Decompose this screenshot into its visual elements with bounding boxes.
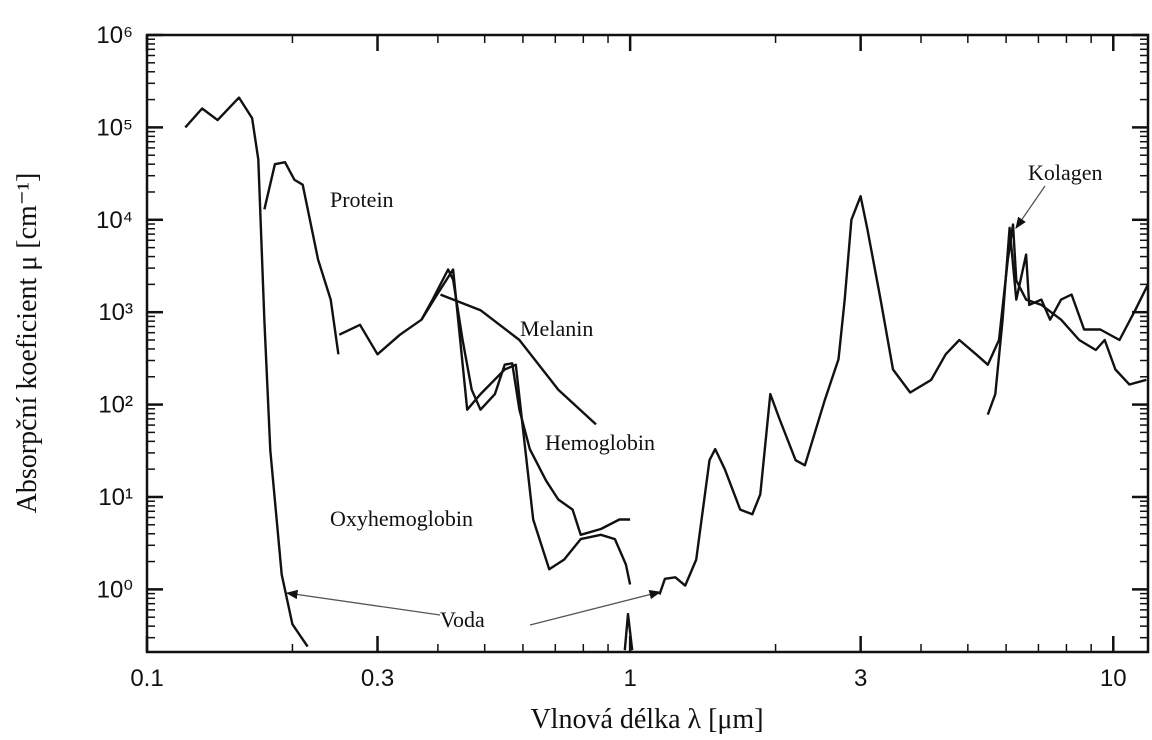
line-series <box>986 226 1148 416</box>
series-label: Oxyhemoglobin <box>330 506 473 531</box>
plot-frame <box>145 33 1150 654</box>
minor-ticks <box>147 35 1148 652</box>
line-series <box>184 96 1147 651</box>
x-tick-label: 10 <box>1100 665 1127 692</box>
arrow <box>1015 185 1046 229</box>
series-label: Voda <box>440 607 485 632</box>
x-tick-label: 0.1 <box>130 665 163 692</box>
x-axis-label: Vlnová délka λ [μm] <box>530 704 763 735</box>
line-series <box>338 268 631 536</box>
y-tick-label: 10⁵ <box>96 114 133 141</box>
x-tick-label: 3 <box>854 665 867 692</box>
series-label: Kolagen <box>1028 160 1103 185</box>
line-series <box>440 293 597 426</box>
series-label: Melanin <box>520 316 593 341</box>
series-label: Protein <box>330 187 394 212</box>
series-label: Hemoglobin <box>545 430 655 455</box>
line-series <box>263 161 340 355</box>
arrow <box>285 589 441 616</box>
x-tick-label: 1 <box>623 665 636 692</box>
y-tick-label: 10² <box>98 392 133 419</box>
y-tick-label: 10⁶ <box>96 22 133 49</box>
y-tick-label: 10⁰ <box>97 576 133 603</box>
y-tick-label: 10³ <box>98 299 133 326</box>
x-tick-label: 0.3 <box>361 665 394 692</box>
arrow <box>529 590 662 626</box>
y-tick-label: 10⁴ <box>96 207 133 234</box>
series-group <box>184 96 1148 651</box>
y-axis-label: Absorpční koeficient μ [cm⁻¹] <box>12 173 43 514</box>
y-tick-label: 10¹ <box>98 484 133 511</box>
line-series <box>420 268 632 585</box>
